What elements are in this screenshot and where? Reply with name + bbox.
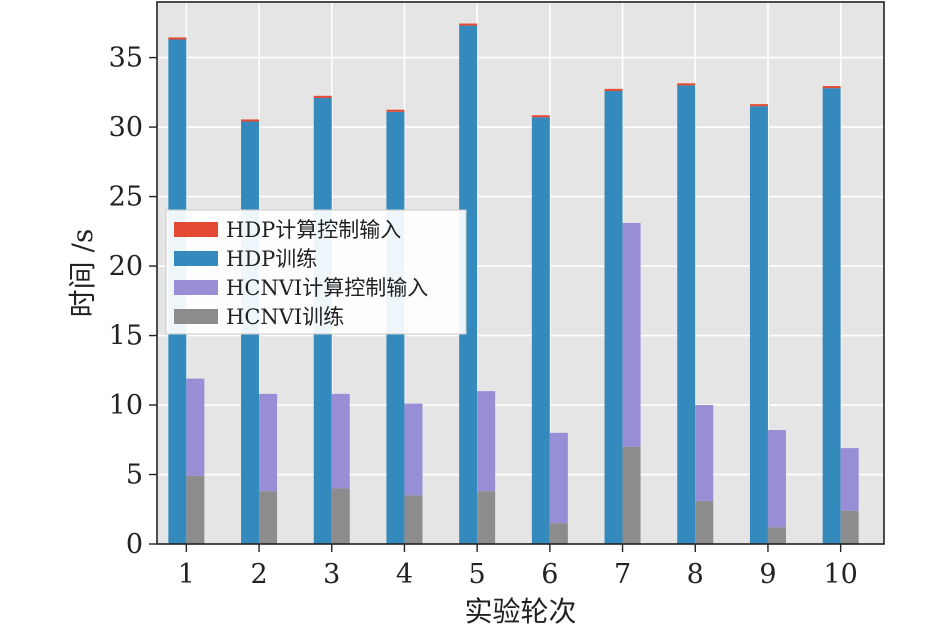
x-tick-label: 7 (614, 559, 631, 590)
bar-hdp-compute (313, 95, 332, 98)
legend-swatch-hcnvi-train (174, 309, 218, 324)
x-axis-title: 实验轮次 (464, 595, 576, 628)
y-tick-label: 5 (126, 460, 143, 491)
bar-hcnvi-compute (622, 222, 641, 447)
bar-hcnvi-train (186, 475, 205, 544)
bar-hcnvi-train (622, 446, 641, 544)
legend-label: HCNVI计算控制输入 (226, 276, 428, 300)
y-tick-label: 30 (109, 112, 143, 143)
x-tick-label: 1 (178, 559, 195, 590)
x-tick-label: 2 (250, 559, 267, 590)
legend: HDP计算控制输入 HDP训练 HCNVI计算控制输入 HCNVI训练 (165, 209, 467, 335)
x-tick-label: 4 (396, 559, 413, 590)
bar-hdp-train (749, 106, 768, 544)
bar-hcnvi-train (549, 523, 568, 544)
legend-label: HDP训练 (226, 247, 317, 271)
bar-hcnvi-train (404, 495, 423, 544)
bar-hdp-compute (386, 109, 405, 112)
bar-hcnvi-train (767, 527, 786, 544)
bar-hdp-compute (168, 37, 187, 40)
x-tick-label: 3 (323, 559, 340, 590)
y-tick-label: 20 (109, 251, 143, 282)
plot-frame (156, 1, 885, 545)
bar-hcnvi-train (477, 491, 496, 544)
bar-hdp-compute (822, 86, 841, 89)
bar-hdp-compute (604, 88, 623, 91)
bar-hdp-compute (241, 119, 260, 122)
y-tick-label: 25 (109, 182, 143, 213)
bar-hdp-train (677, 85, 696, 544)
legend-label: HCNVI训练 (226, 305, 344, 329)
bar-hdp-train (604, 90, 623, 544)
bar-hcnvi-train (695, 500, 714, 544)
x-tick-label: 9 (759, 559, 776, 590)
y-tick-label: 0 (126, 529, 143, 560)
bar-hcnvi-compute (259, 393, 278, 492)
x-tick-label: 6 (541, 559, 558, 590)
bar-hdp-compute (459, 23, 478, 26)
y-tick-label: 10 (109, 390, 143, 421)
x-tick-label: 10 (823, 559, 857, 590)
bar-hcnvi-train (259, 491, 278, 544)
bar-hdp-compute (749, 104, 768, 107)
bar-hcnvi-compute (404, 403, 423, 496)
legend-label: HDP计算控制输入 (226, 218, 401, 242)
x-tick-label: 5 (469, 559, 486, 590)
bar-hcnvi-compute (549, 432, 568, 524)
legend-swatch-hdp-train (174, 251, 218, 266)
axis-ticks: 0 5 10 15 20 25 30 35 1 2 3 4 5 6 7 8 9 10 (109, 43, 858, 590)
bar-hdp-train (459, 25, 478, 545)
bar-hcnvi-compute (767, 430, 786, 528)
legend-swatch-hdp-compute (174, 222, 218, 237)
y-tick-label: 35 (109, 43, 143, 74)
x-tick-label: 8 (687, 559, 704, 590)
y-tick-label: 15 (109, 321, 143, 352)
bar-hdp-train (531, 117, 550, 544)
bar-hdp-train (822, 88, 841, 545)
bar-hcnvi-train (840, 510, 859, 544)
bar-hcnvi-compute (840, 448, 859, 511)
bar-hcnvi-train (331, 488, 350, 544)
y-axis-title: 时间 /s (66, 229, 99, 318)
bar-hcnvi-compute (331, 393, 350, 489)
bar-hcnvi-compute (477, 391, 496, 492)
legend-swatch-hcnvi-compute (174, 280, 218, 295)
bar-hcnvi-compute (695, 405, 714, 501)
bar-hdp-compute (677, 83, 696, 86)
bar-hcnvi-compute (186, 378, 205, 476)
bar-hdp-compute (531, 115, 550, 118)
